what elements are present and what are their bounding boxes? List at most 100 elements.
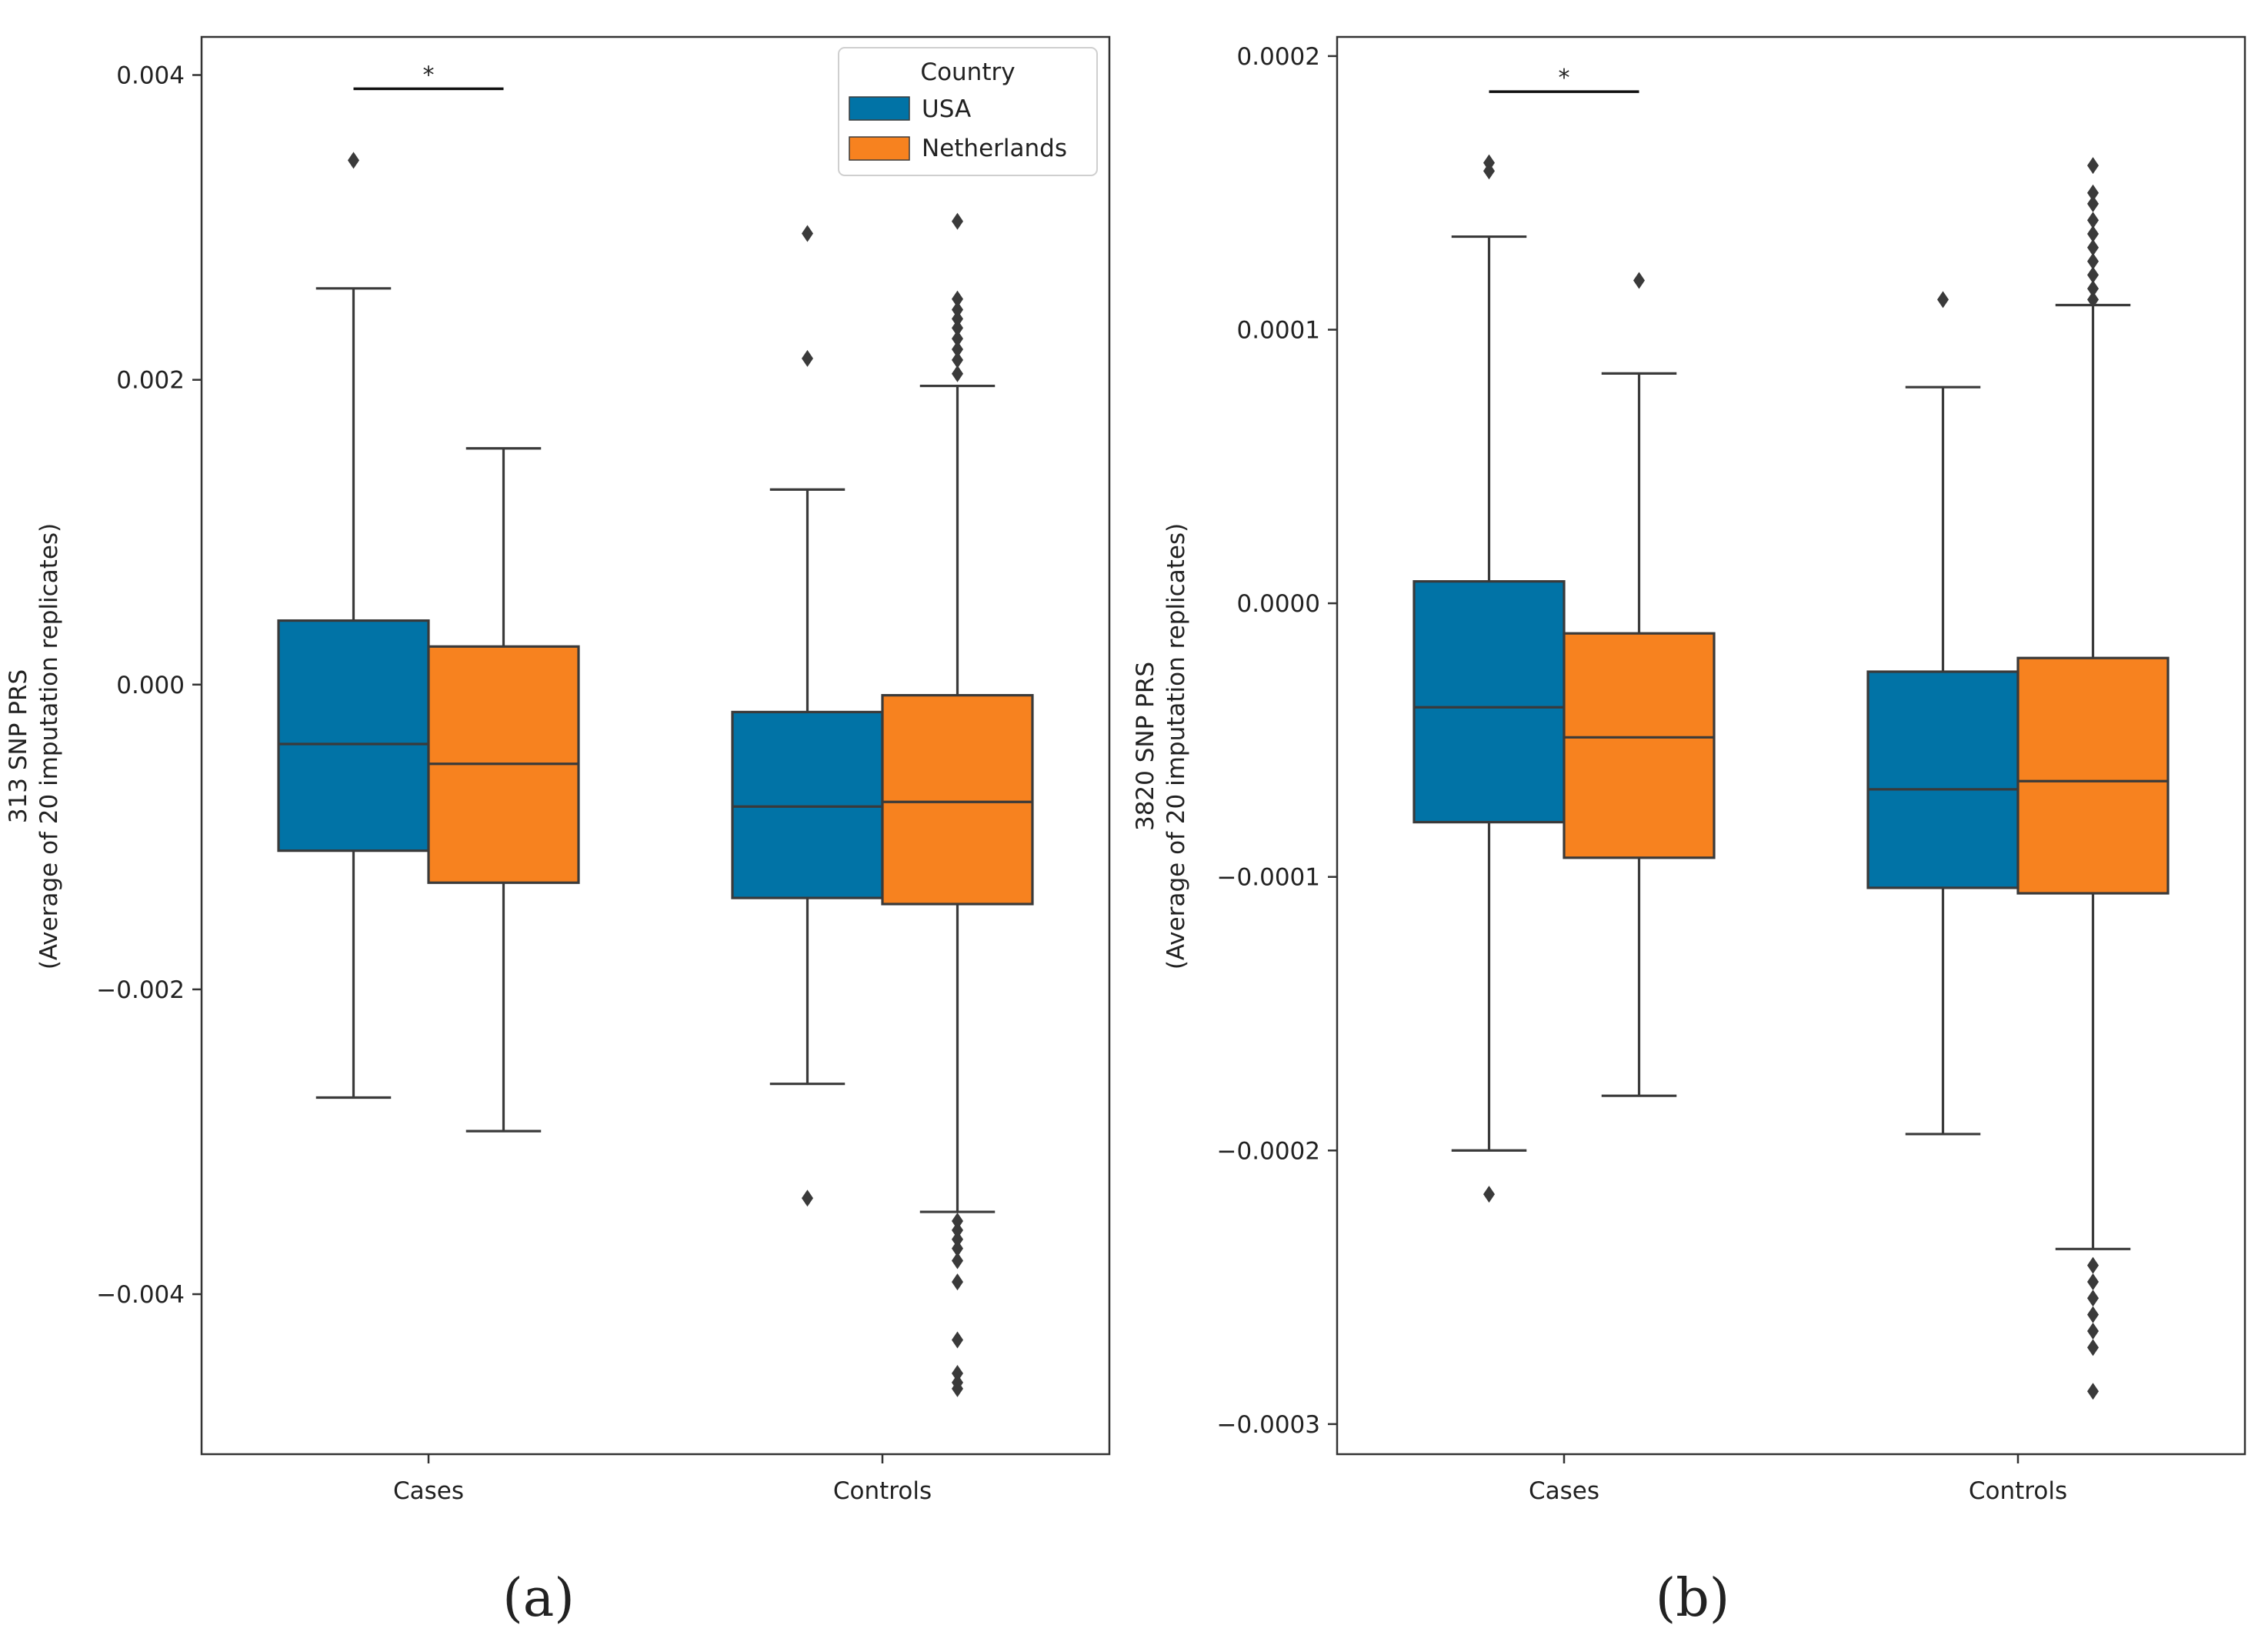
panel-a-plot-area: * — [277, 62, 1034, 1397]
panel-b-y-axis-label: 3820 SNP PRS (Average of 20 imputation r… — [1132, 523, 1190, 969]
outlier-point — [2087, 1273, 2099, 1290]
outlier-point — [802, 1190, 813, 1207]
outlier-point — [952, 330, 963, 348]
panel-a-significance-bracket: * — [353, 62, 504, 91]
panel-b-y-tick-label: 0.0002 — [1237, 43, 1320, 71]
panel-b-plot-area: * — [1412, 65, 2170, 1400]
outlier-point — [952, 1331, 963, 1349]
panel-b-x-ticks: Cases Controls — [1529, 1454, 2067, 1505]
outlier-point — [952, 212, 963, 230]
legend-title: Country — [920, 58, 1015, 86]
outlier-point — [2087, 291, 2099, 309]
outlier-point — [952, 290, 963, 308]
outlier-point — [2087, 1339, 2099, 1356]
panel-b-y-ticks: 0.0002 0.0001 0.0000 −0.0001 −0.0002 −0.0003 — [1217, 43, 1337, 1439]
outlier-point — [2087, 252, 2099, 270]
significance-marker: * — [423, 62, 435, 88]
panel-b-y-tick-label: 0.0001 — [1237, 316, 1320, 344]
outlier-point — [952, 1240, 963, 1257]
significance-marker: * — [1559, 65, 1570, 92]
legend-label-usa: USA — [922, 95, 971, 123]
panel-a-box-cases-netherlands — [427, 447, 580, 1133]
outlier-point — [952, 1212, 963, 1230]
panel-a-y-axis-label: 313 SNP PRS (Average of 20 imputation re… — [5, 523, 63, 969]
panel-a-x-tick-label-cases: Cases — [393, 1477, 464, 1505]
outlier-point — [2087, 1256, 2099, 1274]
iqr-box — [277, 619, 430, 853]
outlier-point — [2087, 280, 2099, 298]
panel-b-box-cases-netherlands — [1563, 272, 1716, 1097]
iqr-box — [1866, 670, 2020, 889]
outlier-point — [952, 1365, 963, 1383]
outlier-point — [2087, 1290, 2099, 1307]
panel-b-x-tick-label-controls: Controls — [1969, 1477, 2067, 1505]
panel-b-box-controls-netherlands — [2016, 157, 2170, 1400]
outlier-point — [952, 301, 963, 319]
outlier-point — [952, 310, 963, 328]
panel-b-label: (b) — [1656, 1568, 1730, 1629]
outlier-point — [2087, 1383, 2099, 1400]
outlier-point — [952, 1273, 963, 1291]
panel-a-box-controls-usa — [731, 225, 884, 1207]
outlier-point — [2087, 195, 2099, 212]
outlier-point — [1483, 1186, 1495, 1203]
panel-b-y-tick-label: −0.0001 — [1217, 864, 1320, 892]
outlier-point — [1633, 272, 1645, 289]
outlier-point — [952, 365, 963, 382]
outlier-point — [952, 1252, 963, 1270]
panel-b-box-controls-usa — [1866, 291, 2020, 1136]
panel-a-y-tick-label: 0.000 — [116, 672, 185, 699]
outlier-point — [952, 351, 963, 369]
panel-a-y-axis-subtitle: (Average of 20 imputation replicates) — [35, 523, 63, 969]
legend: Country USA Netherlands — [838, 47, 1098, 176]
panel-a-frame — [200, 35, 1111, 1456]
outlier-point — [2087, 1322, 2099, 1340]
outlier-point — [952, 1380, 963, 1397]
outlier-point — [348, 152, 359, 169]
outlier-point — [952, 1230, 963, 1248]
panel-a-label: (a) — [502, 1568, 575, 1629]
outlier-point — [802, 349, 813, 367]
iqr-box — [1412, 580, 1566, 824]
panel-b-y-axis-subtitle: (Average of 20 imputation replicates) — [1162, 523, 1190, 969]
panel-a-box-controls-netherlands — [881, 212, 1034, 1397]
panel-b-y-tick-label: 0.0000 — [1237, 590, 1320, 618]
iqr-box — [881, 694, 1034, 906]
legend-swatch-usa — [849, 96, 910, 121]
panel-a-y-tick-label: 0.004 — [116, 62, 185, 90]
outlier-point — [2087, 239, 2099, 256]
outlier-point — [952, 1221, 963, 1239]
panel-b-y-tick-label: −0.0003 — [1217, 1411, 1320, 1439]
legend-label-netherlands: Netherlands — [922, 135, 1067, 162]
panel-a-x-ticks: Cases Controls — [393, 1454, 932, 1505]
outlier-point — [2087, 266, 2099, 284]
panel-b-significance-bracket: * — [1489, 65, 1639, 93]
panel-b-y-tick-label: −0.0002 — [1217, 1137, 1320, 1165]
outlier-point — [2087, 1306, 2099, 1323]
panel-a-y-ticks: 0.004 0.002 0.000 −0.002 −0.004 — [96, 62, 202, 1309]
panel-a-x-tick-label-controls: Controls — [833, 1477, 932, 1505]
outlier-point — [2087, 184, 2099, 202]
iqr-box — [1563, 632, 1716, 859]
panel-a-box-cases-usa — [277, 152, 430, 1099]
iqr-box — [2016, 656, 2170, 895]
panel-a-y-axis-title: 313 SNP PRS — [5, 669, 32, 823]
panel-a-y-tick-label: 0.002 — [116, 367, 185, 395]
panel-b-y-axis-title: 3820 SNP PRS — [1132, 662, 1159, 831]
outlier-point — [1483, 162, 1495, 180]
outlier-point — [2087, 157, 2099, 175]
outlier-point — [952, 341, 963, 359]
panel-b-box-cases-usa — [1412, 154, 1566, 1203]
iqr-box — [731, 710, 884, 899]
outlier-point — [2087, 225, 2099, 243]
outlier-point — [1937, 291, 1949, 309]
outlier-point — [952, 319, 963, 337]
panel-a-y-tick-label: −0.004 — [96, 1281, 185, 1309]
panel-b-frame — [1336, 35, 2246, 1456]
panel-b-x-tick-label-cases: Cases — [1529, 1477, 1599, 1505]
panel-a: 313 SNP PRS (Average of 20 imputation re… — [5, 35, 1111, 1629]
outlier-point — [802, 225, 813, 242]
panel-b: 3820 SNP PRS (Average of 20 imputation r… — [1132, 35, 2246, 1629]
legend-swatch-netherlands — [849, 136, 910, 161]
